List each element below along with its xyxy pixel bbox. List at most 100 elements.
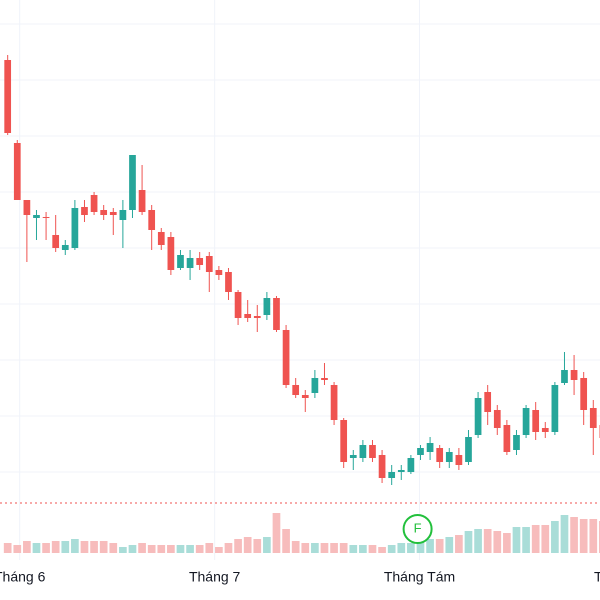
candle-body <box>541 428 549 432</box>
candle-body <box>561 370 568 383</box>
volume-bar <box>483 529 492 553</box>
volume-bar <box>147 545 156 553</box>
candle-body <box>23 200 31 215</box>
candle-body <box>321 378 328 380</box>
candle-body <box>589 408 597 428</box>
candle-body <box>273 298 280 330</box>
candle-body <box>13 143 21 200</box>
volume-bar <box>387 545 396 553</box>
volume-bar <box>512 527 521 553</box>
volume-bar <box>435 539 444 553</box>
candle-body <box>378 455 386 478</box>
grid <box>0 0 600 560</box>
volume-bar <box>157 545 166 553</box>
volume-bar <box>263 537 271 553</box>
volume-bar <box>589 519 598 553</box>
candle-body <box>52 235 60 248</box>
candle-body <box>484 392 492 412</box>
candle-body <box>513 435 520 450</box>
volume-bar <box>416 539 425 553</box>
candle-body <box>465 437 472 462</box>
volume-bar <box>570 517 578 553</box>
candle-body <box>503 425 511 452</box>
volume-bar <box>109 543 118 553</box>
volume-bar <box>119 547 127 553</box>
volume-bar <box>301 543 310 553</box>
candle-body <box>292 385 300 395</box>
candle-body <box>369 445 376 458</box>
candle-body <box>532 410 540 432</box>
candle-body <box>493 410 501 428</box>
x-axis: Tháng 6 Tháng 7 Tháng Tám Tháng 9 F <box>0 514 600 585</box>
candle-body <box>253 316 261 318</box>
volume-bar <box>455 535 463 553</box>
volume-bar <box>541 525 550 553</box>
volume-bar <box>13 545 22 553</box>
volume-bar <box>128 545 137 553</box>
candle-body <box>4 60 12 133</box>
candle-body <box>551 385 559 432</box>
volume-bar <box>503 533 511 553</box>
candle-body <box>340 420 348 462</box>
event-marker-label: F <box>414 520 422 535</box>
candle-body <box>417 448 424 455</box>
candle-body <box>33 215 40 218</box>
candle-body <box>186 258 194 268</box>
x-tick-label: Tháng 9 <box>594 569 600 585</box>
volume-bar <box>138 543 146 553</box>
volume-bar <box>551 521 559 553</box>
candle-body <box>522 408 530 435</box>
volume-bar <box>32 543 41 553</box>
candle-body <box>225 272 232 292</box>
candle-body <box>157 232 165 245</box>
candle-body <box>311 378 319 393</box>
volume-bar <box>253 539 262 553</box>
candle-body <box>42 217 50 218</box>
volume-bar <box>349 545 358 553</box>
volume-bar <box>311 543 319 553</box>
volume-bar <box>61 541 70 553</box>
volume-bar <box>90 541 98 553</box>
candle-body <box>148 210 156 230</box>
volume-bar <box>224 543 233 553</box>
volume-bar <box>42 543 50 553</box>
volume-bar <box>339 543 348 553</box>
candle-body <box>71 208 79 248</box>
candle-body <box>407 458 415 472</box>
candle-body <box>388 472 396 478</box>
candle-body <box>580 378 588 410</box>
candle-body <box>205 256 213 272</box>
volume-bar <box>359 545 367 553</box>
volume-bar <box>579 519 588 553</box>
volume-bar <box>243 537 252 553</box>
candle-body <box>119 210 127 220</box>
candle-body <box>81 207 88 215</box>
volume-bar <box>493 531 502 553</box>
volume-bar <box>445 537 454 553</box>
volume-bar <box>320 543 329 553</box>
volume-bar <box>407 543 415 553</box>
candle-body <box>90 195 98 212</box>
candle-body <box>282 330 290 385</box>
candle-body <box>349 455 357 458</box>
x-tick-label: Tháng 6 <box>0 569 46 585</box>
volume-bar <box>531 525 540 553</box>
candle-body <box>263 298 271 315</box>
volume-bar <box>71 539 79 553</box>
candles <box>4 55 600 485</box>
volume-bar <box>186 545 194 553</box>
candle-body <box>359 445 367 458</box>
event-marker <box>402 514 433 544</box>
volume-bar <box>378 547 386 553</box>
volume-bar <box>560 515 569 553</box>
volume-bar <box>474 529 482 553</box>
candle-body <box>100 210 108 215</box>
volume-bar <box>99 541 108 553</box>
candle-body <box>138 190 146 212</box>
volume-bar <box>464 531 473 553</box>
volume-bar <box>291 541 300 553</box>
volume-bar <box>272 513 281 553</box>
candle-body <box>61 245 69 250</box>
candle-body <box>455 455 463 465</box>
